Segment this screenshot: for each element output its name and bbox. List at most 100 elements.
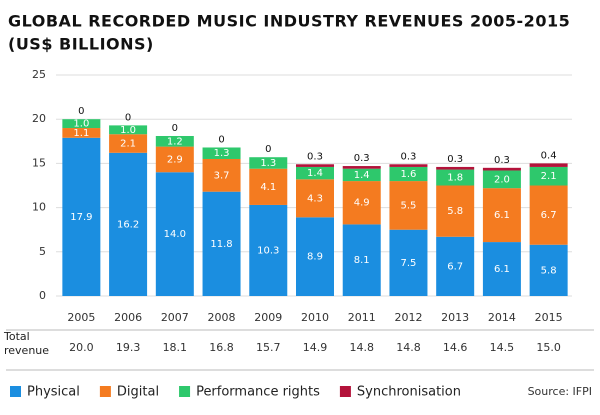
total-value: 14.9 [303,341,328,354]
y-tick-label: 20 [32,112,46,125]
value-label: 1.6 [401,169,417,180]
legend-swatch [339,386,351,397]
x-tick-label: 2015 [535,311,563,324]
value-label: 7.5 [401,258,417,269]
legend-label: Synchronisation [357,385,461,400]
legend-label: Performance rights [196,385,320,400]
bar-segment [155,135,194,147]
bar-segment [155,172,194,296]
value-label: 0.3 [447,154,463,165]
y-tick-label: 0 [39,289,46,302]
bar-segment [482,242,521,296]
value-label: 10.3 [257,245,279,256]
bar-segment [482,170,521,189]
bar-segment [482,167,521,171]
chart-subtitle: (US$ BILLIONS) [8,35,154,54]
value-label: 6.1 [494,210,510,221]
total-value: 14.6 [443,341,468,354]
bar-segment [436,169,475,186]
bar-segment [342,181,381,225]
x-tick-label: 2013 [441,311,469,324]
value-label: 0.3 [401,151,417,162]
bar-segment [109,134,148,153]
bar-segment [62,119,101,129]
value-label: 0 [78,106,84,117]
bar-segment [389,181,428,230]
total-value: 15.0 [536,341,561,354]
value-label: 0.3 [354,153,370,164]
bar-segment [249,168,288,205]
value-label: 5.5 [401,200,417,211]
bar-segment [436,166,475,170]
total-value: 14.8 [349,341,374,354]
total-value: 19.3 [116,341,141,354]
x-tick-label: 2008 [208,311,236,324]
totals-label: Total revenue [4,330,50,357]
x-tick-label: 2010 [301,311,329,324]
bar-segment [296,164,334,167]
value-label: 1.1 [73,128,89,139]
bar-segment [62,137,101,296]
chart-title: GLOBAL RECORDED MUSIC INDUSTRY REVENUES … [8,12,570,31]
value-label: 8.1 [354,255,370,266]
value-label: 2.9 [167,154,183,165]
bar-segment [529,163,568,167]
value-label: 1.0 [73,119,89,130]
bar-segment [296,179,334,218]
value-label: 8.9 [307,252,323,263]
value-label: 0 [265,144,271,155]
bar-segment [155,146,194,173]
x-tick-label: 2007 [161,311,189,324]
value-label: 0 [172,123,178,134]
value-label: 4.9 [354,198,370,209]
bar-segment [342,168,381,182]
total-value: 20.0 [69,341,94,354]
bar-segment [62,128,101,138]
value-label: 2.0 [494,174,510,185]
y-tick-label: 5 [39,245,46,258]
legend-swatch [99,386,111,397]
value-label: 5.8 [541,265,557,276]
bar-segment [436,236,475,296]
bar-segment [202,191,241,296]
y-tick-label: 25 [32,68,46,81]
legend-label: Digital [117,385,159,400]
bar-segment [249,157,288,169]
bar-segment [529,166,568,186]
bar-segment [389,166,428,182]
value-label: 1.2 [167,136,183,147]
value-label: 1.3 [260,158,276,169]
bar-segment [436,185,475,237]
value-label: 2.1 [120,139,136,150]
value-label: 6.7 [541,210,557,221]
y-tick-label: 15 [32,156,46,169]
bar-segment [342,224,381,296]
value-label: 17.9 [70,212,92,223]
bar-segment [202,158,241,192]
bar-segment [296,217,334,296]
value-label: 16.2 [117,219,139,230]
value-label: 1.3 [214,148,230,159]
total-value: 14.8 [396,341,421,354]
x-tick-label: 2005 [67,311,95,324]
value-label: 0.3 [307,151,323,162]
value-label: 3.7 [214,170,230,181]
value-label: 0.4 [541,150,557,161]
bar-segment [109,125,148,135]
value-label: 4.1 [260,182,276,193]
value-label: 0.3 [494,155,510,166]
x-tick-label: 2006 [114,311,142,324]
bar-segment [529,185,568,245]
value-label: 4.3 [307,193,323,204]
value-label: 14.0 [164,229,186,240]
value-label: 2.1 [541,171,557,182]
x-tick-label: 2009 [254,311,282,324]
total-value: 15.7 [256,341,281,354]
bar-segment [296,166,334,180]
value-label: 1.4 [307,168,323,179]
legend-swatch [10,386,21,397]
x-tick-label: 2014 [488,311,516,324]
x-tick-label: 2012 [394,311,422,324]
